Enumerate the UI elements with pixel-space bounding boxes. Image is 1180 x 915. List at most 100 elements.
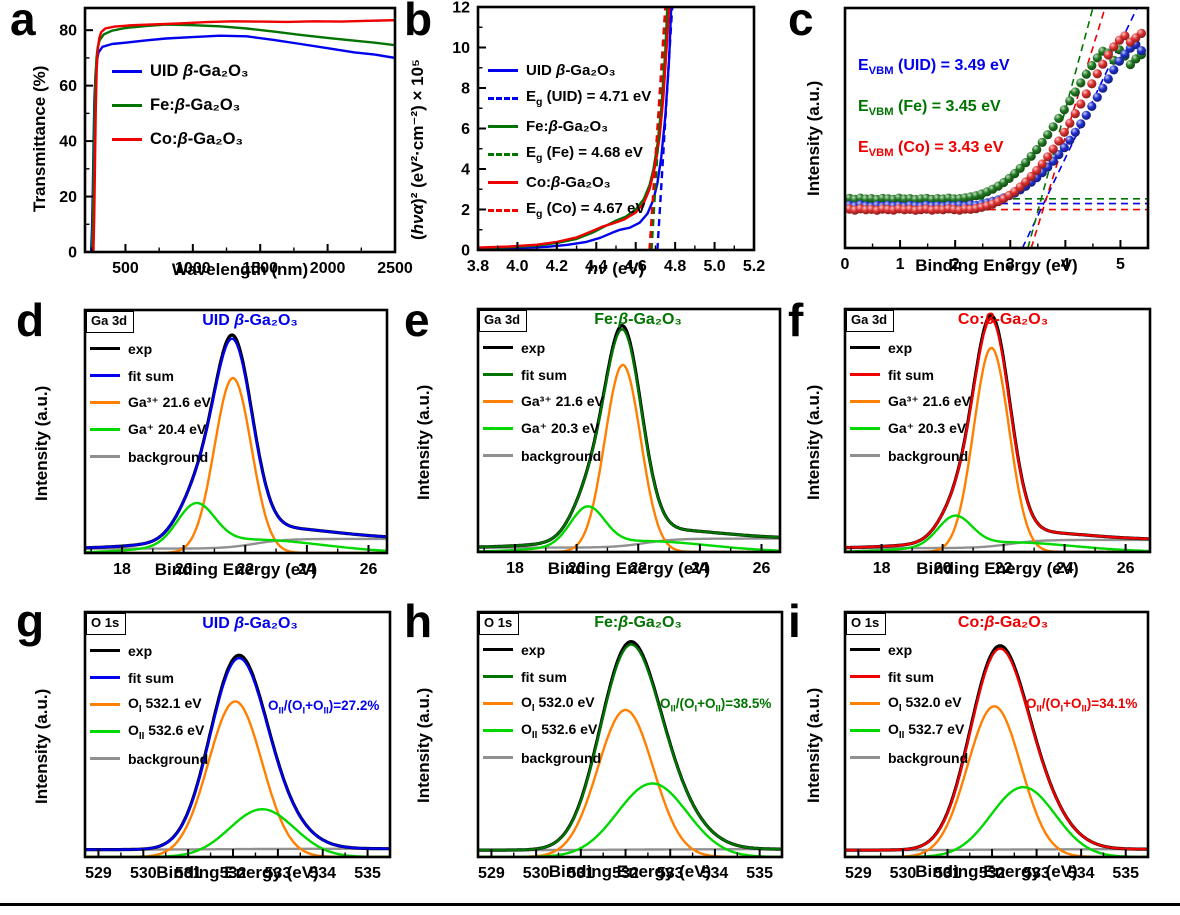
svg-text:6: 6 [461, 121, 470, 138]
legend-item: background [483, 744, 601, 771]
svg-text:4.2: 4.2 [546, 258, 568, 275]
x-axis-label: Binding Energy (eV) [916, 559, 1079, 578]
legend-item: OII 532.6 eV [483, 717, 601, 744]
legend-item: exp [850, 334, 971, 361]
ga3d-uid-plot: 18 20 22 24 26 [83, 308, 389, 578]
x-axis-label: Binding Energy (eV) [915, 862, 1078, 881]
legend-label: background [888, 447, 969, 464]
svg-text:1: 1 [896, 256, 905, 273]
svg-text:0: 0 [461, 243, 470, 260]
core-level-tag: Ga 3d [86, 311, 135, 333]
legend-label: background [128, 448, 209, 465]
legend: exp fit sum Ga³⁺ 21.6 eV Ga⁺ 20.4 eV bac… [90, 335, 211, 470]
svg-text:80: 80 [59, 23, 77, 40]
legend-swatch [488, 152, 518, 156]
legend-item: background [483, 442, 604, 469]
panel-letter-h: h [404, 595, 433, 647]
legend-label: exp [128, 340, 153, 357]
y-axis-label: Intensity (a.u.) [414, 384, 433, 500]
legend-item: background [850, 744, 968, 771]
ga3d-fe-plot: 18 20 22 24 26 [476, 307, 782, 577]
svg-text:18: 18 [873, 560, 891, 577]
svg-text:4: 4 [1061, 256, 1070, 273]
legend-label: Ga³⁺ 21.6 eV [521, 393, 604, 409]
x-axis-label: Wavelength (nm) [171, 260, 309, 279]
svg-text:531: 531 [175, 865, 202, 882]
panel-f: f 18 20 22 24 26 Ga 3d Co:β-Ga₂O₃ Intensity … [788, 295, 1180, 592]
legend-swatch [483, 756, 513, 759]
legend-swatch [850, 675, 880, 678]
svg-text:60: 60 [59, 78, 77, 95]
legend-swatch [90, 703, 120, 706]
panel-h: h 529 530 531 532 533 534 535 O 1s Fe:β-Ga₂O₃ … [398, 592, 788, 892]
panel-a: a 500 1000 1500 2000 2500 0 20 40 60 80 Transmitt… [0, 0, 413, 292]
legend-label: UID β-Ga₂O₃ [150, 61, 249, 80]
legend-swatch [112, 69, 142, 73]
svg-text:18: 18 [506, 560, 524, 577]
y-axis-label: Intensity (a.u.) [804, 687, 823, 803]
svg-text:2000: 2000 [310, 260, 346, 277]
legend-swatch [90, 730, 120, 733]
o1s-fe-plot: 529 530 531 532 533 534 535 [476, 610, 784, 882]
svg-text:0: 0 [68, 245, 77, 262]
legend-label: UID β-Ga₂O₃ [526, 61, 616, 79]
legend-label: fit sum [128, 669, 174, 686]
panel-c: c 0 1 2 3 4 5 Intensity (a.u.) Binding Energy… [788, 0, 1180, 292]
panel-letter-f: f [788, 294, 804, 346]
sample-title: UID β-Ga₂O₃ [202, 312, 298, 329]
legend-item: Ga⁺ 20.4 eV [90, 416, 211, 443]
legend-item: UID β-Ga₂O₃ [488, 56, 651, 84]
legend-swatch [483, 648, 513, 651]
y-axis-label: Intensity (a.u.) [804, 384, 823, 500]
svg-text:8: 8 [461, 81, 470, 98]
legend-item: Co:β-Ga₂O₃ [112, 122, 249, 156]
svg-text:5: 5 [1116, 256, 1125, 273]
legend: exp fit sum OI 532.0 eV OII 532.6 eV bac… [483, 636, 601, 771]
panel-letter-d: d [16, 294, 45, 346]
panel-g: g 529 530 531 532 533 534 535 O 1s UID β-Ga₂O₃… [0, 592, 398, 892]
core-level-tag: O 1s [479, 613, 520, 635]
svg-text:2: 2 [461, 202, 470, 219]
legend-swatch [488, 96, 518, 100]
legend-label: Co:β-Ga₂O₃ [526, 173, 611, 191]
svg-text:22: 22 [629, 560, 647, 577]
svg-text:1000: 1000 [175, 260, 211, 277]
legend-item: Ga⁺ 20.3 eV [483, 415, 604, 442]
svg-text:535: 535 [1112, 865, 1139, 882]
svg-text:530: 530 [523, 865, 550, 882]
legend: exp fit sum Ga³⁺ 21.6 eV Ga⁺ 20.3 eV bac… [850, 334, 971, 469]
svg-text:20: 20 [59, 189, 77, 206]
legend-swatch [90, 428, 120, 431]
legend-label: exp [521, 641, 546, 658]
svg-text:2500: 2500 [377, 260, 413, 277]
legend-label: Fe:β-Ga₂O₃ [526, 117, 609, 135]
svg-text:26: 26 [1117, 560, 1135, 577]
legend-item: Fe:β-Ga₂O₃ [488, 112, 651, 140]
legend-swatch [850, 702, 880, 705]
legend-swatch [90, 649, 120, 652]
svg-text:4.0: 4.0 [506, 258, 528, 275]
o1s-co-plot: 529 530 531 532 533 534 535 [843, 610, 1150, 882]
legend-swatch [488, 180, 518, 184]
svg-text:12: 12 [452, 0, 470, 17]
legend-label: Ga³⁺ 21.6 eV [128, 394, 211, 410]
svg-text:530: 530 [130, 865, 157, 882]
y-axis-label: Intensity (a.u.) [414, 687, 433, 803]
svg-text:534: 534 [702, 865, 729, 882]
legend-item: Ga³⁺ 21.6 eV [483, 388, 604, 415]
x-axis-label: hν (eV) [587, 259, 645, 278]
legend-item: fit sum [850, 361, 971, 388]
svg-text:533: 533 [657, 865, 684, 882]
svg-text:5.2: 5.2 [743, 258, 765, 275]
x-axis-label: Binding Energy (eV) [548, 862, 712, 881]
legend-item: OII 532.7 eV [850, 717, 968, 744]
legend-swatch [850, 454, 880, 457]
legend-swatch [112, 103, 142, 107]
oxygen-ratio-annotation: OII/(OI+OII)=38.5% [660, 696, 772, 715]
legend-item: exp [850, 636, 968, 663]
legend-swatch [483, 729, 513, 732]
svg-text:531: 531 [567, 865, 594, 882]
panel-letter-c: c [788, 0, 814, 45]
y-axis-label: Transmittance (%) [30, 65, 49, 212]
